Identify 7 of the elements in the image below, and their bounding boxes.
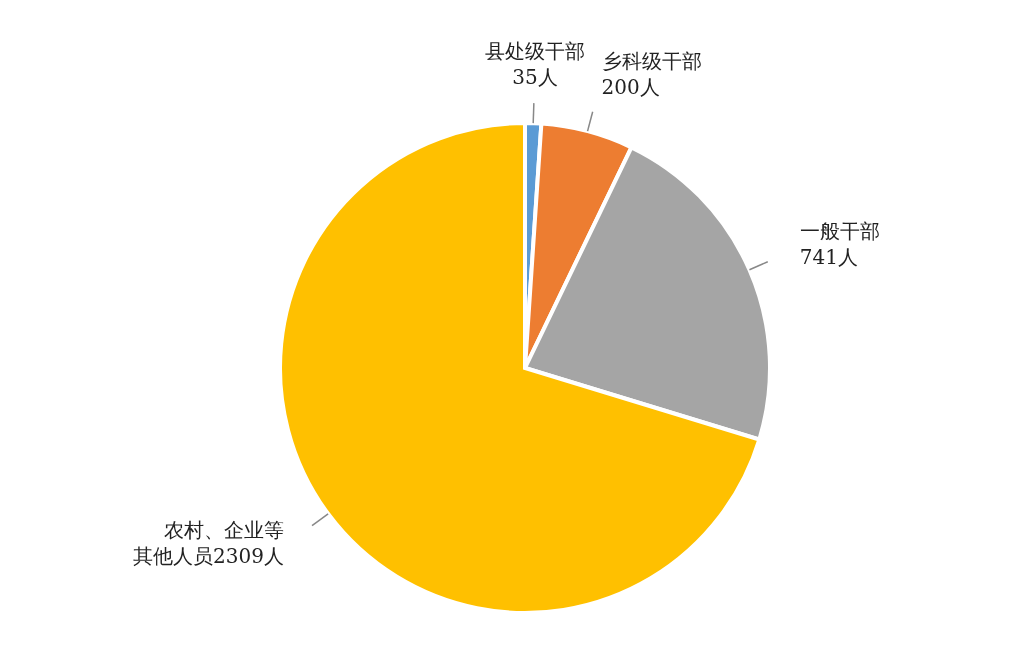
data-label: 741人 [799,244,858,269]
slice-label: 县处级干部 [485,39,586,64]
data-label: 35人 [512,65,558,90]
slice-label: 一般干部 [799,218,880,243]
data-label: 200人 [601,74,660,99]
slice-label: 乡科级干部 [601,48,702,73]
slice-label: 农村、企业等其他人员2309人 [133,517,284,568]
